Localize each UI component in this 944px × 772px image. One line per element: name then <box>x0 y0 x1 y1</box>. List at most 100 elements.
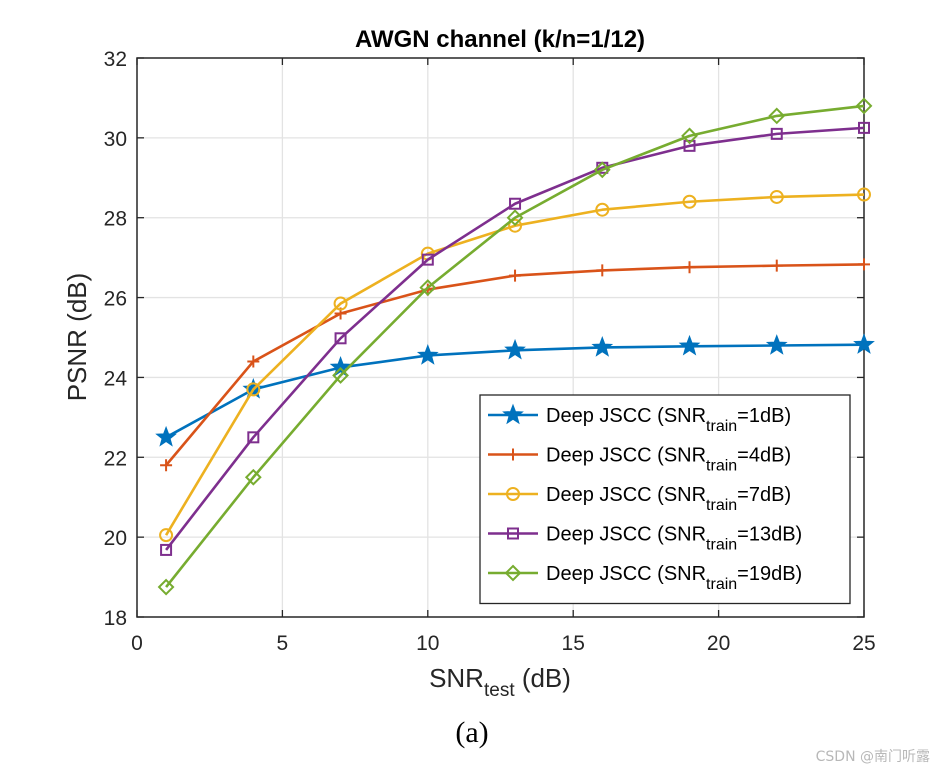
data-point-diamond <box>506 209 524 227</box>
series-line <box>165 126 865 551</box>
data-point-star <box>504 338 526 360</box>
data-point-circle <box>333 296 348 311</box>
y-tick-label: 26 <box>104 288 127 311</box>
x-tick-label: 25 <box>852 632 875 655</box>
x-axis-label-main: SNR <box>429 663 484 693</box>
data-point-circle <box>159 528 174 543</box>
data-point-star <box>678 334 701 356</box>
x-tick-label: 15 <box>562 632 585 655</box>
data-point-diamond <box>681 127 698 145</box>
legend-label-main: Deep JSCC (SNR <box>546 445 706 467</box>
data-point-circle <box>857 187 871 202</box>
x-tick-label: 10 <box>416 632 439 655</box>
y-tick-label: 22 <box>104 447 127 470</box>
data-point-star <box>155 425 177 447</box>
legend-label-subscript: train <box>706 537 737 554</box>
legend-item: Deep JSCC (SNRtrain=4dB) <box>488 445 791 475</box>
legend-label-suffix: =13dB) <box>737 524 802 546</box>
legend-label-main: Deep JSCC (SNR <box>546 524 706 546</box>
data-point-star <box>765 334 788 355</box>
legend-marker <box>504 564 522 582</box>
legend-label-main: Deep JSCC (SNR <box>546 405 706 427</box>
data-point-plus <box>770 259 783 272</box>
y-tick-label: 30 <box>104 128 127 151</box>
data-point-square <box>160 543 173 556</box>
series-1 <box>155 333 875 447</box>
legend-label-main: Deep JSCC (SNR <box>546 563 706 585</box>
data-point-plus <box>160 459 173 472</box>
series-5 <box>157 97 873 596</box>
data-point-plus <box>596 264 609 277</box>
data-point-square <box>247 431 260 444</box>
x-axis-label-subscript: test <box>484 680 515 701</box>
chart-title: AWGN channel (k/n=1/12) <box>355 26 645 53</box>
data-point-square <box>683 139 696 152</box>
series-layer <box>155 97 875 596</box>
legend-item: Deep JSCC (SNRtrain=19dB) <box>488 563 802 593</box>
legend-label-suffix: =4dB) <box>737 445 791 467</box>
legend-label-suffix: =7dB) <box>737 484 791 506</box>
x-tick-label: 5 <box>277 632 289 655</box>
data-point-star <box>853 333 875 354</box>
legend-label-subscript: train <box>706 418 737 435</box>
legend-label: Deep JSCC (SNRtrain=19dB) <box>546 563 802 593</box>
data-point-diamond <box>157 578 175 596</box>
y-tick-label: 18 <box>104 607 127 630</box>
y-tick-label: 20 <box>104 527 127 550</box>
y-tick-label: 24 <box>104 367 128 390</box>
data-point-diamond <box>332 367 349 384</box>
legend-marker <box>507 448 519 461</box>
legend-label-subscript: train <box>706 458 737 475</box>
legend-box <box>479 394 851 605</box>
legend-label-subscript: train <box>706 497 737 514</box>
data-point-diamond <box>419 279 437 297</box>
y-tick-label: 32 <box>104 48 127 71</box>
data-point-circle <box>595 202 610 217</box>
data-point-plus <box>683 261 696 274</box>
data-point-plus <box>858 258 870 271</box>
data-point-square <box>770 127 783 140</box>
legend-item: Deep JSCC (SNRtrain=1dB) <box>488 403 791 435</box>
legend-label: Deep JSCC (SNRtrain=13dB) <box>546 524 802 554</box>
data-point-circle <box>246 382 261 397</box>
legend-marker <box>507 527 519 540</box>
x-axis-label-unit: (dB) <box>515 663 571 693</box>
legend: Deep JSCC (SNRtrain=1dB)Deep JSCC (SNRtr… <box>479 394 851 605</box>
data-point-square <box>858 121 870 134</box>
x-axis-label: SNRtest (dB) <box>429 663 571 701</box>
legend-label: Deep JSCC (SNRtrain=4dB) <box>546 445 791 475</box>
legend-label-suffix: =19dB) <box>737 563 802 585</box>
data-point-plus <box>247 355 260 368</box>
x-tick-label: 0 <box>131 632 143 655</box>
y-tick-label: 28 <box>104 208 127 231</box>
data-point-diamond <box>244 468 262 486</box>
legend-item: Deep JSCC (SNRtrain=7dB) <box>488 484 791 514</box>
data-point-star <box>591 336 614 357</box>
data-point-plus <box>509 269 522 282</box>
legend-label: Deep JSCC (SNRtrain=1dB) <box>546 405 791 435</box>
data-point-circle <box>769 189 784 204</box>
data-point-diamond <box>768 107 786 125</box>
legend-label: Deep JSCC (SNRtrain=7dB) <box>546 484 791 514</box>
data-point-square <box>421 253 434 266</box>
legend-item: Deep JSCC (SNRtrain=13dB) <box>488 524 802 554</box>
data-point-diamond <box>593 161 611 179</box>
data-point-square <box>509 197 522 210</box>
watermark: CSDN @南门听露 <box>815 749 930 765</box>
y-axis-label: PSNR (dB) <box>62 273 92 402</box>
series-line <box>165 104 865 588</box>
data-point-circle <box>508 218 523 233</box>
series-2 <box>160 258 870 472</box>
legend-label-main: Deep JSCC (SNR <box>546 484 706 506</box>
legend-label-suffix: =1dB) <box>737 405 791 427</box>
legend-marker <box>506 487 520 501</box>
data-point-square <box>334 332 347 345</box>
data-point-star <box>416 344 439 365</box>
legend-label-subscript: train <box>706 576 737 593</box>
data-point-circle <box>682 194 697 209</box>
data-point-diamond <box>855 97 873 115</box>
x-tick-label: 20 <box>707 632 730 655</box>
legend-marker <box>502 403 524 425</box>
data-point-star <box>329 356 352 377</box>
